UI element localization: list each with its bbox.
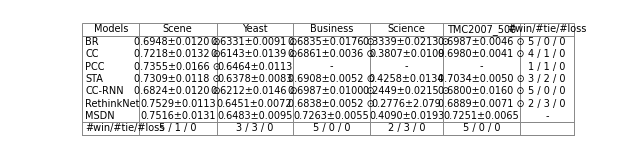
Text: 0.7034±0.0050 ⊙: 0.7034±0.0050 ⊙	[438, 74, 525, 84]
Text: 0.4258±0.0134: 0.4258±0.0134	[369, 74, 444, 84]
Text: MSDN: MSDN	[86, 111, 115, 121]
Text: 3 / 2 / 0: 3 / 2 / 0	[528, 74, 566, 84]
Text: 3 / 3 / 0: 3 / 3 / 0	[236, 124, 273, 134]
Text: 4 / 1 / 0: 4 / 1 / 0	[528, 49, 566, 59]
Text: 0.6378±0.0083: 0.6378±0.0083	[217, 74, 292, 84]
Text: 5 / 1 / 0: 5 / 1 / 0	[159, 124, 196, 134]
Text: 5 / 0 / 0: 5 / 0 / 0	[528, 37, 566, 47]
Text: 0.6824±0.0120 ⊙: 0.6824±0.0120 ⊙	[134, 86, 221, 96]
Text: #win/#tie/#loss: #win/#tie/#loss	[508, 24, 587, 34]
Text: 0.6908±0.0052 ⊙: 0.6908±0.0052 ⊙	[288, 74, 375, 84]
Text: 0.7309±0.0118 ⊙: 0.7309±0.0118 ⊙	[134, 74, 221, 84]
Text: 0.6143±0.0139 ⊙: 0.6143±0.0139 ⊙	[211, 49, 298, 59]
Text: -: -	[405, 62, 408, 72]
Text: 0.4090±0.0193: 0.4090±0.0193	[369, 111, 444, 121]
Text: Scene: Scene	[163, 24, 193, 34]
Text: 0.6987±0.0100 ⊙: 0.6987±0.0100 ⊙	[288, 86, 375, 96]
Text: 0.7263±0.0055: 0.7263±0.0055	[294, 111, 369, 121]
Text: 0.6331±0.0091 ⊙: 0.6331±0.0091 ⊙	[211, 37, 298, 47]
Text: -: -	[330, 62, 333, 72]
Text: 2 / 3 / 0: 2 / 3 / 0	[528, 99, 566, 109]
Text: 0.6948±0.0120 ⊙: 0.6948±0.0120 ⊙	[134, 37, 221, 47]
Text: STA: STA	[86, 74, 103, 84]
Text: 0.7516±0.0131: 0.7516±0.0131	[140, 111, 216, 121]
Text: 0.6835±0.0176 ⊙: 0.6835±0.0176 ⊙	[288, 37, 375, 47]
Text: 0.6483±0.0095: 0.6483±0.0095	[217, 111, 292, 121]
Text: Science: Science	[388, 24, 426, 34]
Text: CC-RNN: CC-RNN	[86, 86, 124, 96]
Text: 0.3807±0.0109: 0.3807±0.0109	[369, 49, 444, 59]
Text: PCC: PCC	[86, 62, 105, 72]
Text: RethinkNet: RethinkNet	[86, 99, 140, 109]
Text: 5 / 0 / 0: 5 / 0 / 0	[463, 124, 500, 134]
Text: 0.7218±0.0132 ⊙: 0.7218±0.0132 ⊙	[134, 49, 221, 59]
Text: 0.3339±0.0213 ⊙: 0.3339±0.0213 ⊙	[364, 37, 450, 47]
Text: 0.6861±0.0036 ⊙: 0.6861±0.0036 ⊙	[288, 49, 374, 59]
Text: BR: BR	[86, 37, 99, 47]
Text: 0.6987±0.0046 ⊙: 0.6987±0.0046 ⊙	[438, 37, 525, 47]
Text: 1 / 1 / 0: 1 / 1 / 0	[528, 62, 566, 72]
Text: 0.6889±0.0071 ⊙: 0.6889±0.0071 ⊙	[438, 99, 525, 109]
Text: 0.2449±0.0215 ⊙: 0.2449±0.0215 ⊙	[363, 86, 450, 96]
Text: Models: Models	[93, 24, 128, 34]
Text: 0.6464±0.0113: 0.6464±0.0113	[217, 62, 292, 72]
Text: 5 / 0 / 0: 5 / 0 / 0	[313, 124, 350, 134]
Text: 0.6800±0.0160 ⊙: 0.6800±0.0160 ⊙	[438, 86, 525, 96]
Text: 0.2776±2.079: 0.2776±2.079	[372, 99, 442, 109]
Text: TMC2007_500: TMC2007_500	[447, 24, 516, 35]
Text: 5 / 0 / 0: 5 / 0 / 0	[528, 86, 566, 96]
Text: #win/#tie/#loss: #win/#tie/#loss	[86, 124, 165, 134]
Text: CC: CC	[86, 49, 99, 59]
Text: 0.6980±0.0041 ⊙: 0.6980±0.0041 ⊙	[438, 49, 525, 59]
Text: 0.7251±0.0065: 0.7251±0.0065	[444, 111, 520, 121]
Text: -: -	[545, 111, 548, 121]
Text: 0.6212±0.0146 ⊙: 0.6212±0.0146 ⊙	[211, 86, 298, 96]
Text: 0.6838±0.0052 ⊙: 0.6838±0.0052 ⊙	[288, 99, 375, 109]
Text: -: -	[480, 62, 483, 72]
Text: Business: Business	[310, 24, 353, 34]
Text: Yeast: Yeast	[242, 24, 268, 34]
Text: 2 / 3 / 0: 2 / 3 / 0	[388, 124, 426, 134]
Text: 0.7529±0.0113: 0.7529±0.0113	[140, 99, 216, 109]
Text: 0.7355±0.0166 ⊙: 0.7355±0.0166 ⊙	[134, 62, 221, 72]
Text: 0.6451±0.0072: 0.6451±0.0072	[217, 99, 292, 109]
